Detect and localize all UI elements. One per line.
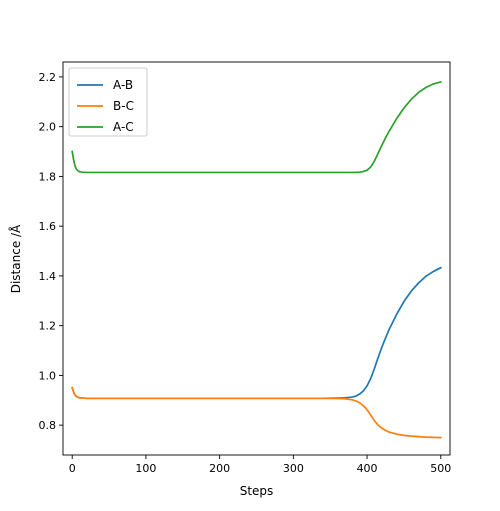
y-tick-label: 1.6: [39, 220, 57, 233]
y-tick-label: 1.2: [39, 320, 57, 333]
x-tick-label: 200: [209, 462, 230, 475]
series-line-a-c: [71, 80, 442, 174]
series-layer: [71, 80, 442, 439]
y-tick-label: 1.8: [39, 170, 57, 183]
y-tick-label: 2.0: [39, 121, 57, 134]
legend-label-b-c: B-C: [113, 99, 134, 113]
legend-label-a-c: A-C: [113, 120, 134, 134]
legend-label-a-b: A-B: [113, 78, 133, 92]
legend: A-B B-C A-C: [68, 67, 148, 137]
y-tick-label: 2.2: [39, 71, 57, 84]
y-tick-label: 1.4: [39, 270, 57, 283]
x-tick-label: 100: [135, 462, 156, 475]
y-tick-label: 1.0: [39, 369, 57, 382]
x-tick-label: 500: [430, 462, 451, 475]
x-tick-label: 300: [283, 462, 304, 475]
x-tick-label: 400: [357, 462, 378, 475]
axes-frame: [62, 61, 451, 456]
y-tick-label: 0.8: [39, 419, 57, 432]
y-axis-label: Distance /Å: [8, 224, 23, 293]
x-tick-label: 0: [69, 462, 76, 475]
x-axis-label: Steps: [240, 484, 274, 498]
axes-layer: 0 100 200 300 400 500 0.8 1.0 1.2 1.4 1.6 1.8 2.0 2.2: [39, 61, 451, 475]
legend-box: [68, 67, 148, 137]
series-line-b-c: [71, 386, 442, 439]
